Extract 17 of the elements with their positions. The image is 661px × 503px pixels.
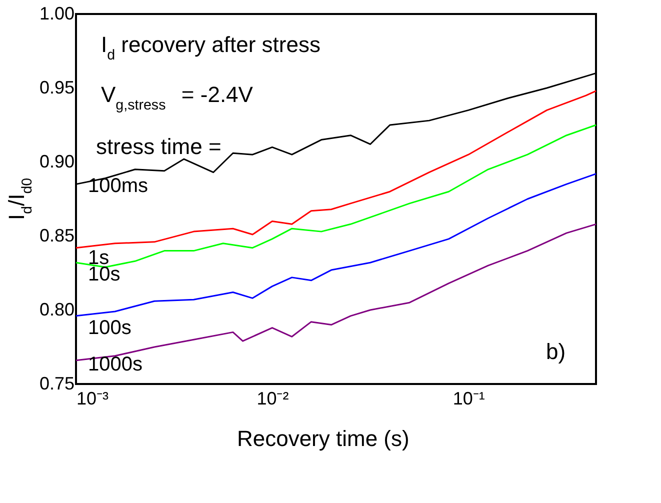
x-axis-title: Recovery time (s): [236, 426, 410, 451]
x-tick-label: 10⁻¹: [452, 388, 485, 408]
series-label: 100s: [88, 316, 132, 339]
y-tick-label: 0.85: [39, 226, 74, 246]
y-tick-label: 0.90: [39, 152, 74, 172]
y-tick-label: 0.95: [39, 78, 74, 98]
annotation: b): [546, 339, 566, 364]
y-tick-label: 1.00: [39, 4, 74, 24]
series-label: 1000s: [88, 353, 142, 376]
series-label: 100ms: [88, 175, 148, 198]
x-tick-label: 10⁻²: [256, 388, 289, 408]
y-tick-label: 0.75: [39, 374, 74, 394]
y-tick-label: 0.80: [39, 300, 74, 320]
y-axis-title: Id/Id0: [4, 178, 36, 220]
x-tick-label: 10⁻³: [76, 388, 109, 408]
annotation: stress time =: [96, 134, 222, 159]
series-label: 10s: [88, 264, 120, 286]
